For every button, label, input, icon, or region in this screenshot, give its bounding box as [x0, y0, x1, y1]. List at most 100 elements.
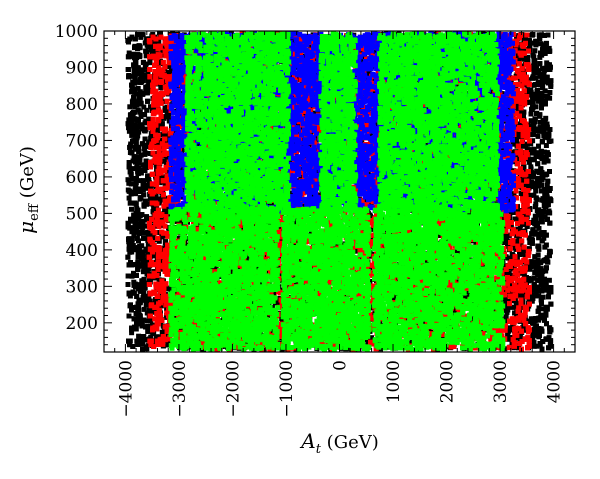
data-point: [538, 271, 544, 277]
data-point: [543, 143, 549, 148]
data-point: [518, 222, 524, 228]
data-point: [506, 328, 511, 334]
data-point: [528, 164, 534, 170]
data-point: [501, 240, 507, 245]
data-point: [534, 343, 540, 349]
data-point: [544, 182, 550, 188]
data-point: [150, 253, 156, 259]
data-point: [545, 158, 551, 164]
data-point: [157, 180, 163, 186]
data-point: [126, 195, 132, 201]
data-point: [140, 225, 146, 231]
data-point: [183, 242, 189, 248]
data-point: [537, 333, 542, 338]
data-point: [153, 251, 158, 257]
data-point: [535, 133, 541, 139]
data-point: [135, 85, 141, 91]
data-point: [129, 307, 134, 313]
data-point: [129, 206, 134, 212]
data-point: [142, 112, 148, 118]
data-point: [514, 122, 520, 128]
data-point: [139, 323, 145, 329]
data-point: [542, 33, 547, 38]
data-point: [147, 191, 153, 197]
data-point: [527, 150, 533, 156]
data-point: [235, 266, 241, 272]
data-point: [531, 146, 537, 152]
data-point: [508, 223, 514, 229]
data-point: [172, 179, 178, 185]
data-point: [139, 320, 145, 326]
data-point: [126, 117, 132, 123]
data-point: [141, 306, 147, 312]
data-point: [525, 181, 530, 187]
data-point: [540, 306, 546, 312]
data-point: [131, 233, 137, 239]
data-point: [148, 135, 154, 141]
data-point: [521, 248, 527, 254]
data-point: [129, 132, 135, 138]
data-point: [369, 226, 375, 232]
data-point: [129, 176, 135, 181]
data-point: [252, 222, 258, 228]
data-point: [520, 143, 525, 149]
data-point: [151, 205, 157, 211]
data-point: [546, 277, 552, 283]
data-point: [126, 243, 132, 249]
data-point: [541, 124, 546, 130]
data-point: [525, 87, 531, 93]
data-point: [540, 294, 546, 300]
data-point: [533, 201, 539, 207]
data-point: [143, 61, 149, 67]
data-point: [535, 252, 541, 258]
data-point: [528, 141, 534, 147]
data-point: [153, 49, 159, 55]
data-point: [359, 48, 364, 54]
data-point: [146, 139, 152, 145]
data-point: [155, 128, 161, 134]
data-point: [529, 298, 535, 304]
data-point: [513, 53, 519, 59]
data-point: [518, 241, 524, 247]
data-point: [142, 120, 148, 126]
data-point: [139, 256, 145, 262]
data-point: [153, 192, 159, 198]
data-point: [489, 88, 495, 94]
data-point: [140, 182, 146, 188]
data-point: [137, 178, 143, 184]
data-point: [547, 90, 553, 95]
data-point: [144, 107, 150, 113]
data-point: [365, 340, 371, 346]
data-point: [127, 104, 133, 110]
data-point: [126, 128, 132, 134]
data-point: [543, 115, 549, 121]
data-point: [156, 38, 162, 44]
data-point: [159, 234, 165, 240]
data-point: [540, 175, 546, 181]
data-point: [126, 50, 132, 56]
data-point: [533, 223, 539, 229]
data-point: [269, 201, 275, 207]
data-point: [141, 104, 147, 110]
data-point: [510, 304, 515, 310]
data-point: [134, 128, 140, 134]
data-point: [163, 195, 169, 201]
data-point: [536, 225, 542, 231]
data-point: [540, 47, 545, 53]
data-point: [531, 217, 537, 223]
data-point: [164, 204, 170, 210]
data-point: [125, 177, 131, 183]
data-point: [531, 192, 537, 198]
data-point: [526, 235, 532, 241]
data-point: [533, 104, 539, 110]
scatter-points: [125, 31, 554, 352]
data-point: [533, 154, 539, 159]
data-point: [544, 47, 550, 53]
data-point: [503, 314, 509, 320]
data-point: [140, 162, 146, 168]
data-point: [314, 170, 320, 175]
data-point: [168, 69, 174, 75]
data-point: [137, 122, 143, 128]
data-point: [140, 346, 145, 352]
data-point: [502, 346, 508, 352]
